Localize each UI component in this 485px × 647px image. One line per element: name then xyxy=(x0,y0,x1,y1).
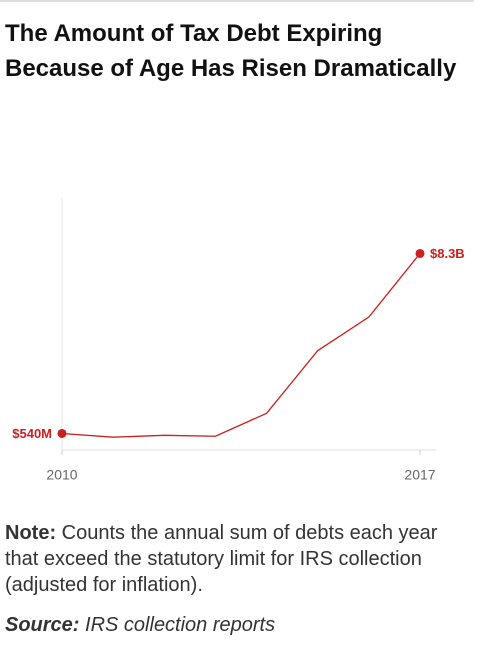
source-label: Source: xyxy=(5,614,80,636)
value-label: $8.3B xyxy=(430,246,465,261)
chart-title: The Amount of Tax Debt Expiring Because … xyxy=(5,20,457,82)
note: Note: Counts the annual sum of debts eac… xyxy=(5,520,475,598)
note-label: Note: xyxy=(5,522,57,544)
source-text: IRS collection reports xyxy=(85,614,276,636)
chart: 2010 2017 $540M $8.3B xyxy=(0,0,474,483)
source: Source: IRS collection reports xyxy=(5,614,275,637)
note-text: Counts the annual sum of debts each year… xyxy=(5,522,438,596)
x-tick-label: 2017 xyxy=(404,467,435,483)
value-label: $540M xyxy=(12,426,52,441)
point xyxy=(57,428,67,438)
point xyxy=(415,248,425,258)
x-tick-label: 2010 xyxy=(46,467,77,483)
line xyxy=(61,253,421,438)
